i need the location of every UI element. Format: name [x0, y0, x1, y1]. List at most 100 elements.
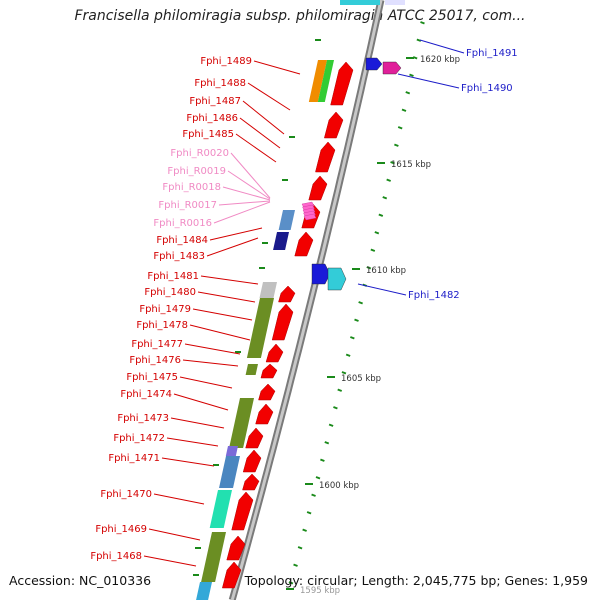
summary-text: Topology: circular; Length: 2,045,775 bp… — [244, 573, 588, 588]
label-line — [184, 343, 241, 355]
label-line — [253, 60, 301, 75]
feature-block-navy — [273, 232, 289, 250]
gene-label: Fphi_1473 — [117, 413, 169, 424]
gene-label: Fphi_R0019 — [167, 166, 226, 177]
gene-label: Fphi_R0016 — [153, 218, 212, 229]
label-line — [182, 359, 239, 367]
label-line — [239, 117, 281, 149]
scale-tick — [315, 476, 321, 480]
label-line — [222, 186, 271, 201]
plus-feature-top2 — [385, 0, 405, 5]
label-line — [213, 201, 271, 224]
cds-arrow — [308, 175, 328, 201]
feature-block-olive — [229, 398, 254, 448]
backbone-shadow — [228, 0, 385, 600]
gene-label: Fphi_R0018 — [162, 182, 221, 193]
scale-tick — [302, 528, 307, 532]
scale-tick — [341, 371, 347, 375]
backbone-line — [230, 0, 383, 600]
cds-arrow — [242, 473, 260, 491]
plus-feature-1482a — [311, 263, 331, 285]
label-line — [148, 528, 201, 541]
gene-label: Fphi_1485 — [182, 129, 234, 140]
cds-arrow — [278, 285, 296, 303]
cds-arrow — [324, 111, 344, 139]
gene-label: Fphi_1484 — [156, 235, 208, 246]
scale-tick — [349, 336, 355, 340]
scale-tick-layer: 1620 kbp 1615 kbp 1610 kbp 1605 kbp 1600 kbp… — [193, 21, 460, 596]
scale-tick — [386, 178, 392, 182]
scale-tick — [401, 108, 407, 112]
feature-block-olive — [201, 532, 226, 582]
scale-tick — [382, 196, 388, 200]
label-line — [170, 417, 225, 429]
scale-label: 1620 kbp — [420, 55, 460, 65]
feature-block-olive — [246, 298, 274, 358]
feature-block-aqua — [209, 490, 232, 528]
gene-label: Fphi_1479 — [139, 304, 191, 315]
label-line — [143, 555, 197, 567]
scale-tick — [390, 161, 395, 165]
label-line — [227, 170, 271, 200]
cds-arrow — [315, 141, 336, 173]
label-line — [161, 457, 215, 467]
scale-tick — [366, 266, 372, 270]
cds-arrow — [255, 403, 274, 425]
cds-arrow — [260, 363, 278, 379]
gene-label: Fphi_1468 — [90, 551, 142, 562]
scale-tick — [416, 38, 422, 42]
gene-label: Fphi_R0017 — [158, 200, 217, 211]
scale-label: 1595 kbp — [300, 586, 340, 596]
label-line — [192, 308, 253, 321]
scale-tick — [374, 231, 380, 235]
scale-tick — [320, 458, 325, 462]
cds-arrow — [265, 343, 284, 363]
gene-label: Fphi_1472 — [113, 433, 165, 444]
gene-label: Fphi_1480 — [144, 287, 196, 298]
label-line — [235, 133, 277, 163]
cds-arrow — [222, 561, 242, 589]
cds-arrow — [226, 535, 246, 561]
gene-label: Fphi_1481 — [147, 271, 199, 282]
scale-tick — [333, 406, 338, 410]
feature-layer — [196, 0, 405, 600]
label-line — [197, 291, 256, 303]
scale-tick — [297, 546, 303, 550]
plus-feature-1490b — [382, 61, 402, 75]
gene-label: Fphi_R0020 — [170, 148, 229, 159]
gene-label: Fphi_1489 — [200, 56, 252, 67]
gene-label: Fphi_1488 — [194, 78, 246, 89]
label-line — [230, 152, 271, 199]
scale-tick — [324, 441, 330, 445]
feature-block-olive-small — [245, 364, 258, 375]
plus-feature-1482b — [327, 267, 347, 291]
gene-label: Fphi_1490 — [461, 83, 513, 94]
backbone-layer — [228, 0, 385, 600]
plus-feature-1490a — [365, 57, 383, 71]
label-layer: Fphi_1491 Fphi_1490 Fphi_1482 Fphi_1489 Fphi… — [90, 48, 517, 562]
scale-label: 1605 kbp — [341, 374, 381, 384]
cds-arrow — [242, 449, 262, 473]
cds-arrow — [231, 491, 254, 531]
scale-tick — [397, 126, 403, 130]
scale-tick — [420, 21, 425, 25]
scale-tick — [345, 353, 351, 357]
feature-block-orange — [308, 60, 327, 102]
label-line — [179, 376, 233, 389]
label-line — [209, 227, 263, 241]
gene-label: Fphi_1477 — [131, 339, 183, 350]
map-title: Francisella philomiragia subsp. philomir… — [74, 8, 526, 24]
feature-block-purple — [225, 446, 238, 456]
gene-label: Fphi_1469 — [95, 524, 147, 535]
feature-block-steelblue — [278, 210, 295, 230]
feature-block-grey — [259, 282, 277, 298]
scale-tick — [378, 213, 384, 217]
feature-block-green — [317, 60, 334, 102]
scale-tick — [394, 143, 399, 147]
gene-label: Fphi_1476 — [129, 355, 181, 366]
scale-tick — [306, 511, 312, 515]
cds-arrow — [330, 61, 354, 106]
label-line — [218, 200, 271, 206]
feature-block-cyan — [196, 582, 212, 600]
